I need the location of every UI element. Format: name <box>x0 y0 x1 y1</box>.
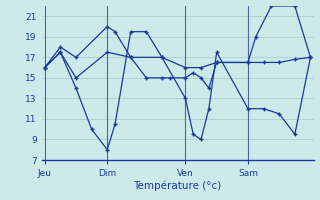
X-axis label: Température (°c): Température (°c) <box>133 181 222 191</box>
